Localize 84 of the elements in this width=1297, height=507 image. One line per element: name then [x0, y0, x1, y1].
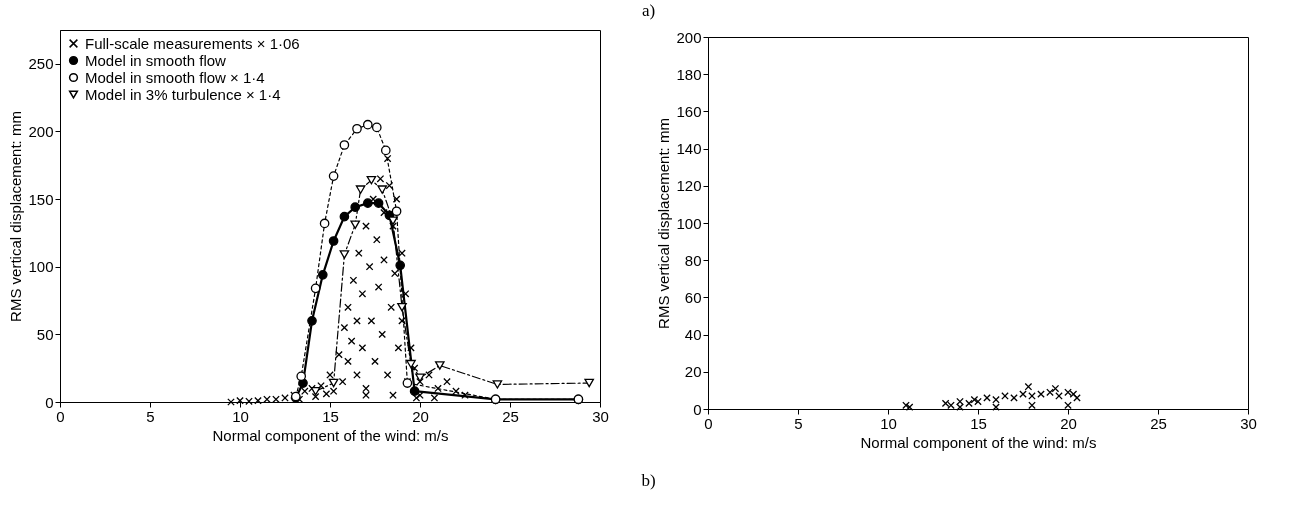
point — [296, 371, 307, 382]
y-tick-label: 80 — [684, 251, 702, 269]
y-tick-label: 180 — [676, 65, 702, 83]
y-tick-label: 60 — [684, 288, 702, 306]
point — [328, 171, 339, 181]
point — [350, 220, 361, 230]
point — [406, 359, 416, 369]
point — [492, 380, 503, 389]
x-tick-label: 30 — [592, 407, 609, 425]
point — [415, 373, 425, 382]
y-tick-label: 40 — [684, 326, 702, 344]
y-tick-label: 150 — [28, 190, 54, 208]
point — [310, 386, 321, 396]
point — [362, 198, 373, 208]
point — [371, 122, 382, 133]
point — [350, 202, 361, 213]
point — [1064, 401, 1072, 410]
y-tick-label: 100 — [28, 258, 54, 276]
point — [307, 316, 317, 326]
point — [397, 303, 407, 312]
x-tick-label: 25 — [1150, 414, 1167, 432]
point — [388, 216, 398, 226]
y-tick-label: 200 — [28, 122, 54, 140]
point — [947, 401, 955, 410]
x-tick-label: 15 — [322, 407, 339, 425]
y-tick-label: 160 — [676, 102, 702, 120]
point — [974, 397, 982, 406]
point — [905, 403, 914, 411]
point — [339, 140, 350, 150]
point — [319, 218, 330, 229]
point — [1019, 390, 1027, 398]
y-tick-label: 50 — [36, 325, 54, 343]
x-tick-label: 10 — [232, 407, 249, 425]
point — [1046, 388, 1054, 397]
point — [409, 386, 420, 396]
point — [328, 236, 339, 246]
point — [1064, 388, 1072, 397]
y-axis-title: RMS vertical displacement: mm — [7, 111, 25, 322]
x-tick-label: 5 — [794, 414, 803, 432]
y-tick-label: 120 — [676, 177, 702, 195]
x-tick-label: 20 — [412, 407, 429, 425]
point — [310, 283, 321, 294]
point — [965, 399, 973, 408]
x-axis-title: Normal component of the wind: m/s — [212, 426, 449, 444]
x-tick-label: 5 — [146, 407, 155, 425]
y-tick-label: 140 — [676, 140, 702, 158]
y-axis-title: RMS vertical displacement: mm — [655, 118, 673, 329]
text: b) — [641, 471, 656, 490]
point — [434, 361, 445, 370]
x-tick-label: 10 — [880, 414, 897, 432]
point — [983, 394, 991, 402]
legend-label: Model in smooth flow — [85, 51, 227, 69]
point — [380, 145, 391, 156]
point — [391, 206, 402, 217]
point — [352, 123, 362, 134]
x-tick-label: 0 — [704, 414, 713, 432]
y-tick-label: 20 — [684, 363, 702, 381]
x-tick-label: 20 — [1060, 414, 1077, 432]
point — [339, 250, 350, 259]
legend-label: Full-scale measurements × 1·06 — [85, 34, 300, 52]
point — [1073, 394, 1081, 402]
x-tick-label: 15 — [970, 414, 987, 432]
y-tick-label: 200 — [676, 28, 702, 46]
point — [339, 211, 350, 222]
x-tick-label: 25 — [502, 407, 519, 425]
legend-label: Model in 3% turbulence × 1·4 — [85, 85, 281, 103]
x-tick-label: 0 — [56, 407, 65, 425]
point — [377, 185, 388, 194]
point — [584, 378, 595, 388]
point — [1010, 394, 1018, 402]
y-tick-label: 250 — [28, 55, 54, 73]
y-tick-label: 100 — [676, 214, 702, 232]
x-axis-title: Normal component of the wind: m/s — [860, 433, 1097, 451]
point — [373, 198, 384, 208]
point — [328, 378, 339, 388]
text: a) — [641, 1, 656, 20]
point — [317, 270, 328, 280]
point — [366, 175, 377, 185]
point — [362, 119, 373, 130]
x-tick-label: 30 — [1240, 414, 1257, 432]
legend-label: Model in smooth flow × 1·4 — [85, 68, 265, 86]
point — [355, 185, 366, 194]
point — [1037, 390, 1045, 398]
y-tick-label: 0 — [45, 393, 54, 411]
